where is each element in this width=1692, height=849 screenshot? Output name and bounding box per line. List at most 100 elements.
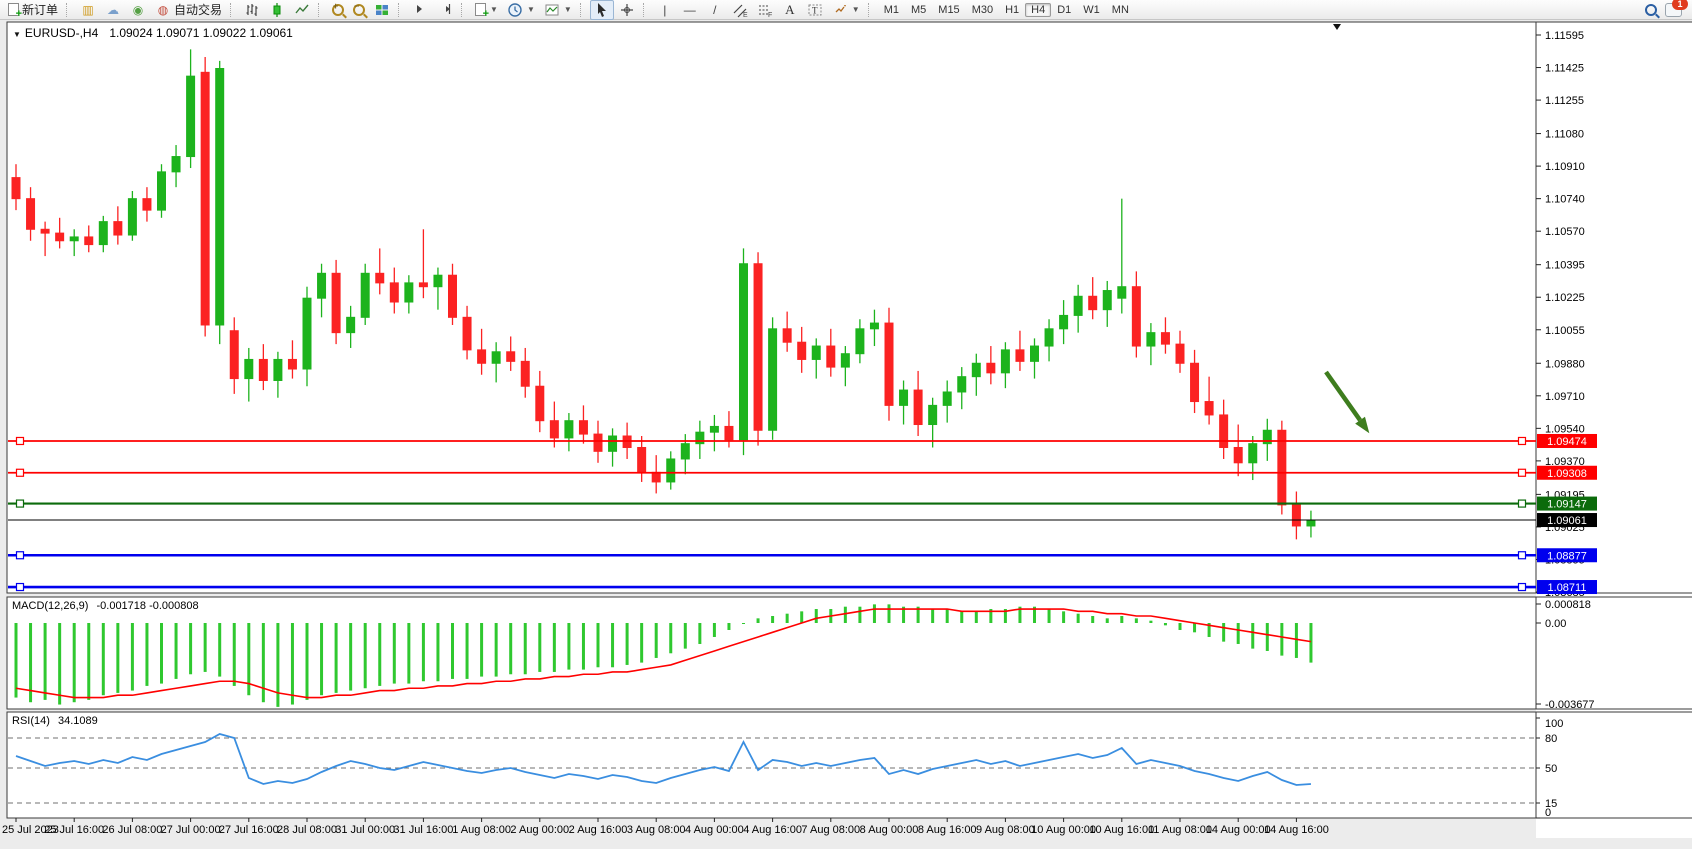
annotation-arrow-shaft[interactable]	[1324, 370, 1362, 422]
hline-handle[interactable]	[15, 436, 25, 446]
hline-handle[interactable]	[15, 468, 25, 477]
vertical-line-tool[interactable]: |	[653, 1, 677, 19]
timeframe-MN[interactable]: MN	[1111, 3, 1129, 16]
horizontal-line-tool[interactable]: —	[678, 1, 702, 19]
text-icon: A	[785, 1, 795, 17]
candle-body	[1073, 295, 1083, 316]
macd-bar	[1003, 609, 1007, 623]
timeframe-M15[interactable]: M15	[938, 3, 960, 16]
auto-scroll-icon	[415, 4, 426, 15]
hline-handle[interactable]	[15, 551, 25, 560]
rsi-pane[interactable]	[6, 711, 1537, 819]
macd-bar	[669, 623, 673, 654]
candle-body	[1233, 446, 1243, 464]
macd-bar	[887, 604, 891, 623]
candle-body	[462, 316, 472, 351]
candle-body	[986, 362, 996, 374]
timeframe-M30[interactable]: M30	[971, 3, 994, 16]
time-label: 28 Jul 08:00	[277, 824, 337, 836]
zoom-out-icon: −	[353, 1, 366, 16]
cloud-icon: ☁	[107, 2, 120, 17]
candle-body	[1204, 401, 1214, 416]
macd-bar	[800, 611, 804, 623]
timeframe-D1[interactable]: D1	[1057, 3, 1072, 16]
candle-body	[593, 433, 603, 452]
pane-divider[interactable]	[7, 593, 1536, 597]
toolbar-separator	[66, 2, 71, 17]
scroll-to-end-marker	[1333, 24, 1341, 30]
text-tool[interactable]: A	[778, 1, 802, 19]
hline-handle[interactable]	[1517, 436, 1527, 446]
fibonacci-tool[interactable]: F	[753, 1, 777, 19]
crosshair-tool-button[interactable]	[615, 1, 639, 19]
time-label: 25 Jul 2023	[2, 824, 59, 836]
price-scale-area[interactable]	[1536, 22, 1692, 818]
line-chart-button[interactable]	[290, 1, 314, 19]
time-label: 8 Aug 16:00	[918, 824, 977, 836]
period-button[interactable]: ▼	[503, 1, 539, 19]
zoom-in-button[interactable]: +	[328, 1, 348, 19]
candle-body	[55, 232, 65, 242]
macd-bar	[581, 623, 585, 670]
channel-tool[interactable]: E	[728, 1, 752, 19]
cursor-tool-button[interactable]	[589, 0, 614, 20]
template-button[interactable]: ▼	[540, 1, 576, 19]
candle-body	[11, 177, 21, 200]
new-order-button[interactable]: + 新订单	[4, 1, 62, 20]
arrows-tool[interactable]: ▼	[828, 1, 864, 19]
timeframe-M5[interactable]: M5	[911, 3, 927, 16]
hline-handle[interactable]	[1517, 551, 1527, 560]
candle-body	[346, 316, 356, 334]
hline-handle[interactable]	[15, 582, 25, 592]
hline-handle[interactable]	[15, 499, 25, 508]
market-watch-button[interactable]: ☁	[101, 1, 125, 19]
add-indicator-button[interactable]: + ▼	[471, 1, 502, 20]
auto-scroll-button[interactable]	[408, 1, 432, 19]
macd-bar	[1193, 623, 1197, 633]
hline-handle[interactable]	[1517, 582, 1527, 592]
signals-button[interactable]: ◉	[126, 1, 150, 19]
zoom-out-button[interactable]: −	[349, 1, 369, 19]
bar-chart-button[interactable]	[240, 1, 264, 19]
macd-bar	[509, 623, 513, 675]
timeframe-M1[interactable]: M1	[883, 3, 899, 16]
chat-icon[interactable]: 1	[1665, 0, 1688, 17]
main-chart-pane[interactable]	[6, 21, 1537, 594]
annotation-arrow-head[interactable]	[1355, 416, 1370, 434]
pane-divider[interactable]	[7, 709, 1536, 712]
macd-pane[interactable]	[6, 596, 1537, 710]
rsi-axis-label: 100	[1545, 718, 1563, 730]
timeframe-H1[interactable]: H1	[1005, 3, 1020, 16]
candlestick-icon	[273, 2, 281, 17]
timeframe-W1[interactable]: W1	[1083, 3, 1100, 16]
trendline-tool[interactable]: /	[703, 1, 727, 19]
hline-handle[interactable]	[1517, 468, 1527, 477]
candle-body	[433, 274, 443, 288]
candle-body	[709, 425, 719, 433]
price-label-box	[1537, 496, 1597, 511]
symbol-dropdown-icon[interactable]: ▼	[13, 30, 21, 39]
search-icon[interactable]	[1645, 3, 1657, 16]
text-label-tool[interactable]: T	[803, 1, 827, 19]
rsi-line	[15, 733, 1312, 786]
candle-body	[797, 341, 807, 360]
chart-shift-button[interactable]	[433, 1, 457, 19]
candle-body	[1219, 414, 1229, 448]
candle-body	[1131, 286, 1141, 347]
candlestick-button[interactable]	[265, 1, 289, 19]
zoom-in-icon: +	[332, 1, 345, 16]
auto-trading-button[interactable]: ◍ 自动交易	[151, 1, 226, 19]
macd-bar	[1309, 623, 1313, 663]
macd-bar	[1018, 606, 1022, 623]
candle-body	[549, 420, 559, 439]
macd-bar	[261, 623, 265, 703]
time-label: 4 Aug 16:00	[743, 824, 802, 836]
tile-windows-button[interactable]	[370, 1, 394, 19]
hline-handle[interactable]	[1517, 499, 1527, 508]
time-scale-area[interactable]	[7, 818, 1536, 838]
timeframe-H4[interactable]: H4	[1025, 2, 1052, 17]
macd-bar	[523, 623, 527, 675]
profiles-button[interactable]: ▥	[76, 1, 100, 19]
macd-bar	[712, 623, 716, 637]
